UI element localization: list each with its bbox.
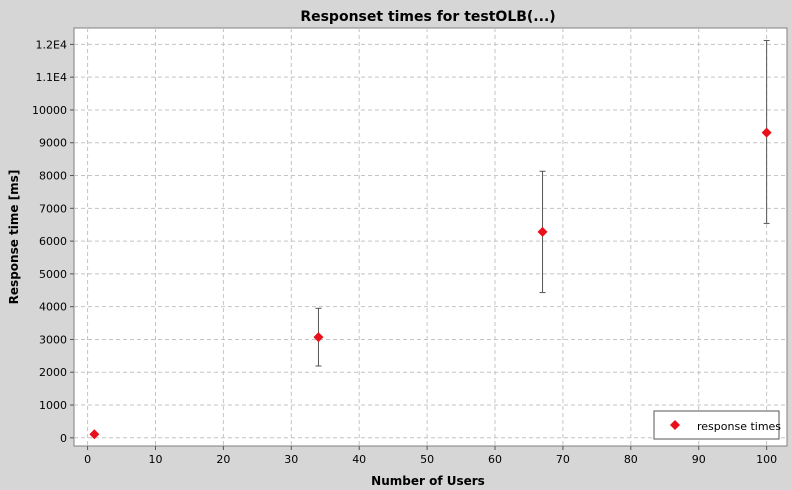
- x-tick-label: 30: [284, 453, 298, 466]
- y-tick-label: 5000: [39, 268, 67, 281]
- x-tick-label: 80: [624, 453, 638, 466]
- chart-title: Responset times for testOLB(...): [300, 9, 555, 25]
- data-point-diamond: [537, 226, 548, 237]
- y-tick-label: 0: [60, 432, 67, 445]
- data-point-diamond: [761, 127, 772, 138]
- x-axis-label: Number of Users: [371, 474, 485, 488]
- x-tick-label: 50: [420, 453, 434, 466]
- data-points: [89, 127, 772, 440]
- x-tick-label: 90: [692, 453, 706, 466]
- data-point-diamond: [89, 429, 100, 440]
- y-tick-label: 3000: [39, 333, 67, 346]
- y-tick-label: 4000: [39, 301, 67, 314]
- y-tick-label: 1.2E4: [36, 38, 67, 51]
- legend-label: response times: [697, 420, 781, 433]
- axes: 0 10 20 30 40 50 60 70 80 90 100010002000300040005…: [32, 38, 777, 466]
- x-tick-label: 0: [84, 453, 91, 466]
- plot-area: [73, 27, 788, 447]
- x-tick-label: 70: [556, 453, 570, 466]
- legend-marker-diamond: [670, 420, 680, 430]
- y-tick-label: 1.1E4: [36, 71, 67, 84]
- y-tick-label: 7000: [39, 202, 67, 215]
- x-tick-label: 100: [756, 453, 777, 466]
- legend: response times: [653, 410, 781, 440]
- x-tick-label: 10: [148, 453, 162, 466]
- y-tick-label: 8000: [39, 170, 67, 183]
- x-tick-label: 60: [488, 453, 502, 466]
- y-tick-label: 9000: [39, 137, 67, 150]
- y-axis-label: Response time [ms]: [7, 170, 21, 305]
- y-tick-label: 1000: [39, 399, 67, 412]
- y-tick-label: 6000: [39, 235, 67, 248]
- x-tick-label: 20: [216, 453, 230, 466]
- y-tick-label: 2000: [39, 366, 67, 379]
- data-point-diamond: [313, 332, 324, 343]
- y-tick-label: 10000: [32, 104, 67, 117]
- x-tick-label: 40: [352, 453, 366, 466]
